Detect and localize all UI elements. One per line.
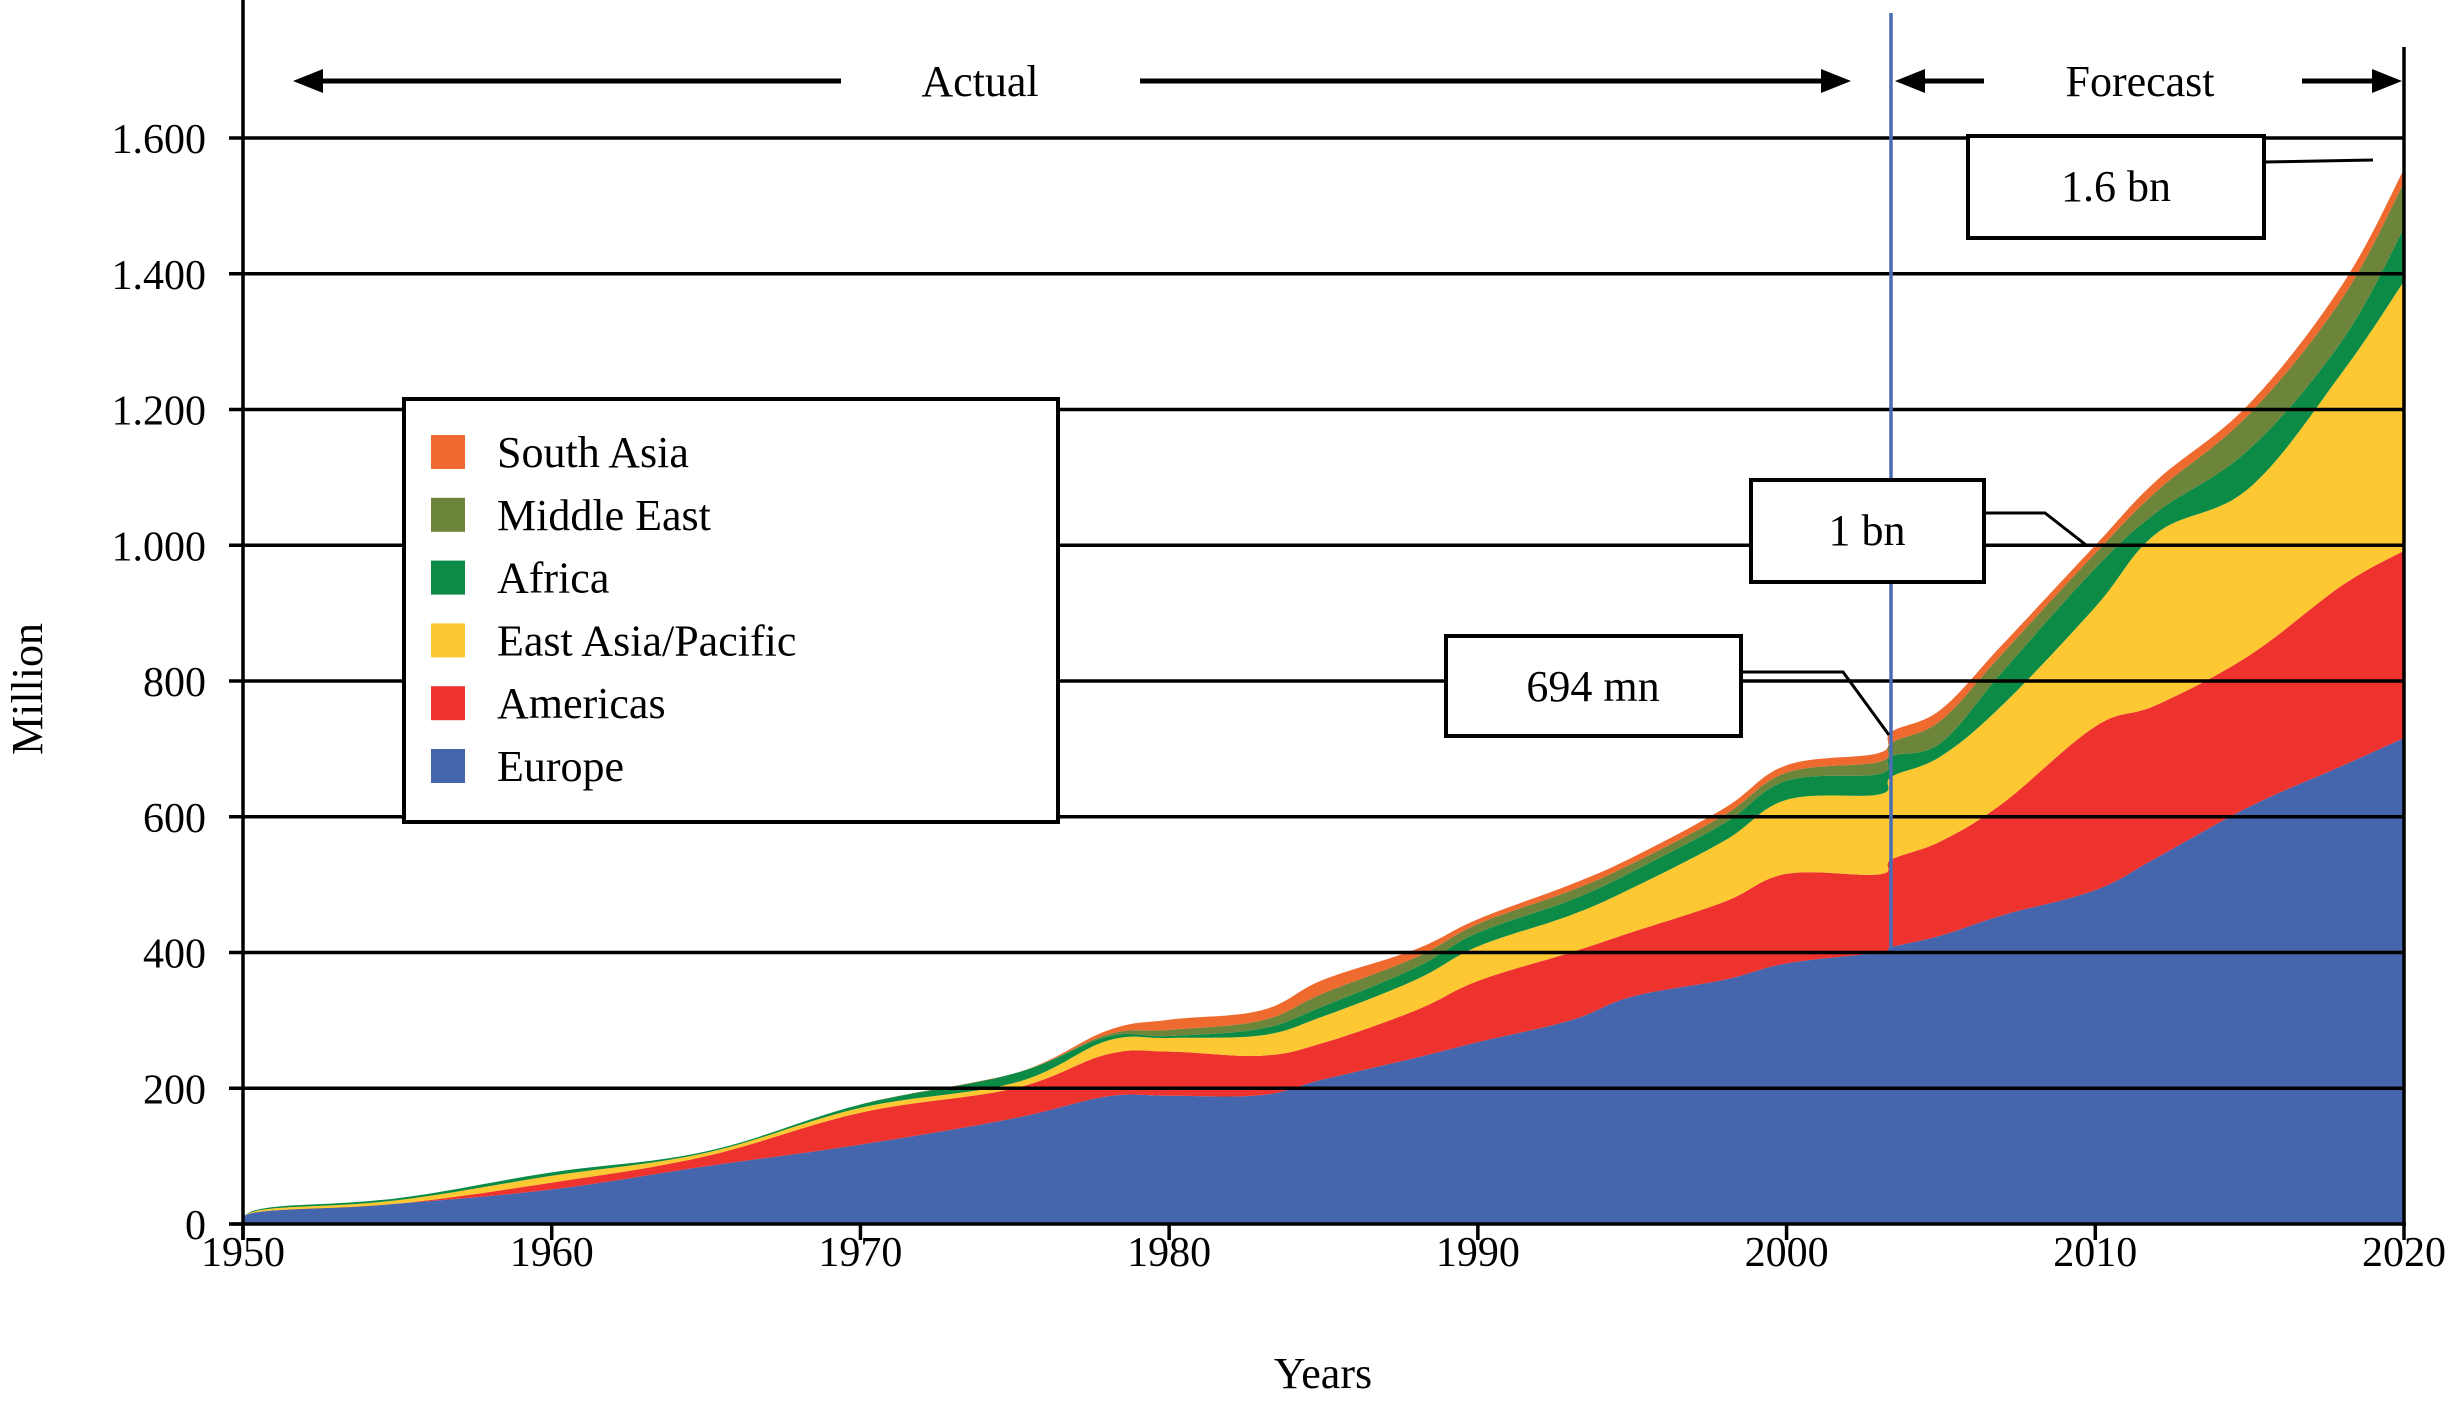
legend-box [402,397,1060,824]
area-layers [243,169,2404,1224]
area-europe [243,738,2404,1224]
annotation-694mn-pointer [1741,670,1891,736]
legend-label-europe: Europe [497,742,624,791]
legend-swatch-africa [431,560,465,595]
area-east-asia-pacific [243,281,2404,1216]
y-tick-label: 600 [143,796,206,842]
annotation-1bn-text: 1 bn [1829,506,1906,555]
area-africa [243,228,2404,1216]
area-middle-east [243,182,2404,1216]
y-tick-label: 0 [185,1203,206,1249]
annotation-1bn-box [1749,478,1986,584]
x-tick-label: 1970 [818,1230,902,1276]
legend-swatch-americas [431,686,465,721]
annotation-694mn: 694 mn [1444,634,1891,738]
annotation-1-6bn-pointer [2263,158,2374,164]
actual-period-marker: Actual [293,57,1851,106]
y-tick-label: 200 [143,1067,206,1113]
legend-label-americas: Americas [497,679,666,728]
annotation-694mn-text: 694 mn [1526,662,1659,711]
y-tick-labels: 0 200 400 600 800 1.000 1.200 1.400 1.600 [112,117,207,1249]
x-tick-label: 1960 [510,1230,594,1276]
x-tick-label: 1950 [201,1230,285,1276]
forecast-period-marker: Forecast [1895,57,2402,106]
forecast-arrow-right-head [2372,69,2402,93]
x-axis-title: Years [1274,1349,1372,1398]
legend-swatch-middle-east [431,497,465,532]
legend-label-middle-east: Middle East [497,491,711,540]
forecast-label: Forecast [2065,57,2214,106]
legend-swatch-europe [431,749,465,783]
y-axis-title: Million [3,623,52,755]
area-americas [243,550,2404,1216]
x-tick-label: 2010 [2053,1230,2137,1276]
y-tick-label: 800 [143,660,206,706]
legend-swatch-east-asia-pacific [431,623,465,658]
y-tick-label: 1.000 [112,524,207,570]
actual-arrow-left-head [293,69,323,93]
annotation-1-6bn: 1.6 bn [1966,134,2374,240]
annotation-1-6bn-text: 1.6 bn [2061,162,2171,211]
x-tick-marks [241,1224,2406,1240]
legend-items: South Asia Middle East Africa East Asia/Pac… [431,428,796,791]
x-tick-labels: 1950 1960 1970 1980 1990 2000 2010 2020 [201,1230,2446,1276]
actual-label: Actual [921,57,1038,106]
y-tick-label: 1.200 [112,389,207,435]
y-tick-label: 1.600 [112,117,207,163]
legend-swatch-south-asia [431,435,465,469]
x-tick-label: 2020 [2362,1230,2446,1276]
annotation-1-6bn-box [1966,134,2266,240]
annotation-694mn-box [1444,634,1743,738]
legend-label-east-asia-pacific: East Asia/Pacific [497,616,796,665]
actual-arrow-right-head [1821,69,1851,93]
legend-label-south-asia: South Asia [497,428,689,477]
x-tick-label: 2000 [1745,1230,1829,1276]
legend: South Asia Middle East Africa East Asia/Pac… [402,397,1060,824]
annotation-1bn: 1 bn [1749,478,2091,584]
legend-label-africa: Africa [497,554,609,603]
y-tick-label: 1.400 [112,253,207,299]
x-tick-label: 1990 [1436,1230,1520,1276]
annotation-1bn-pointer [1984,511,2091,547]
forecast-arrow-left-head [1895,69,1925,93]
y-tick-label: 400 [143,932,206,978]
x-tick-label: 1980 [1127,1230,1211,1276]
